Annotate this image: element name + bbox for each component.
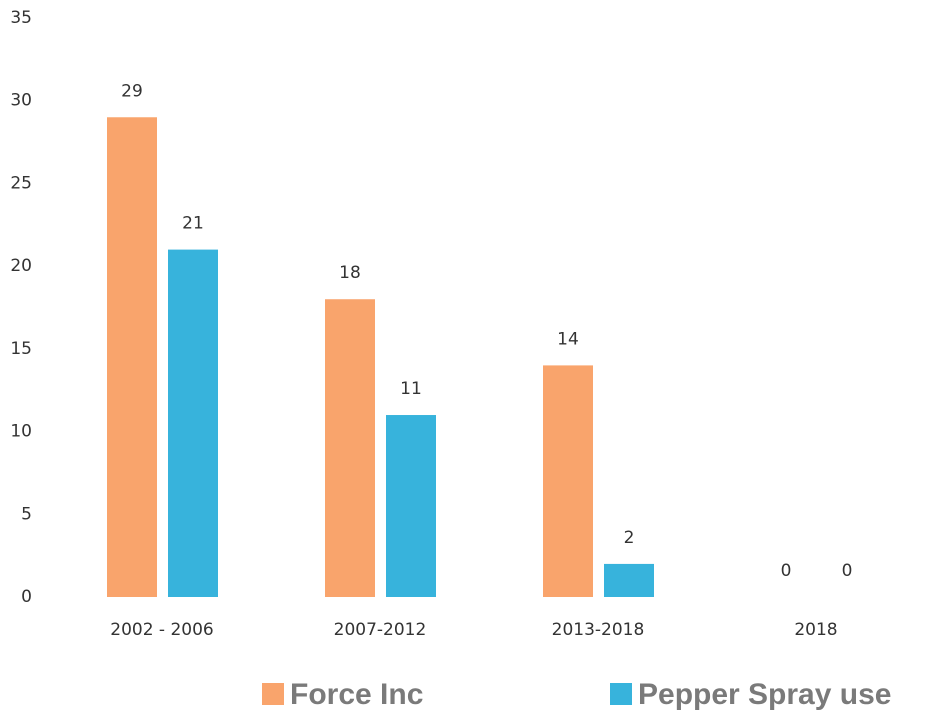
legend-label: Pepper Spray use: [638, 678, 891, 711]
y-tick-label: 15: [10, 339, 32, 359]
y-tick-label: 30: [10, 91, 32, 111]
y-tick-label: 5: [21, 504, 32, 524]
data-label: 2: [624, 528, 635, 548]
bar: [543, 365, 593, 597]
data-label: 21: [182, 214, 204, 234]
bar: [107, 117, 157, 597]
bar: [168, 249, 218, 597]
x-tick-label: 2002 - 2006: [110, 620, 213, 640]
x-tick-label: 2018: [794, 620, 837, 640]
legend-swatch: [262, 683, 284, 705]
data-label: 14: [557, 329, 579, 349]
bar: [604, 563, 654, 597]
x-tick-label: 2007-2012: [334, 620, 427, 640]
data-label: 0: [781, 561, 792, 581]
data-label: 11: [400, 379, 422, 399]
data-label: 0: [842, 561, 853, 581]
legend-label: Force Inc: [290, 678, 423, 711]
data-label: 29: [121, 81, 143, 101]
legend-swatch: [610, 683, 632, 705]
data-label: 18: [339, 263, 361, 283]
bar: [386, 415, 436, 597]
y-tick-label: 20: [10, 256, 32, 276]
y-tick-label: 10: [10, 422, 32, 442]
y-tick-label: 0: [21, 587, 32, 607]
bar: [325, 299, 375, 597]
y-tick-label: 25: [10, 173, 32, 193]
x-tick-label: 2013-2018: [552, 620, 645, 640]
y-tick-label: 35: [10, 8, 32, 28]
